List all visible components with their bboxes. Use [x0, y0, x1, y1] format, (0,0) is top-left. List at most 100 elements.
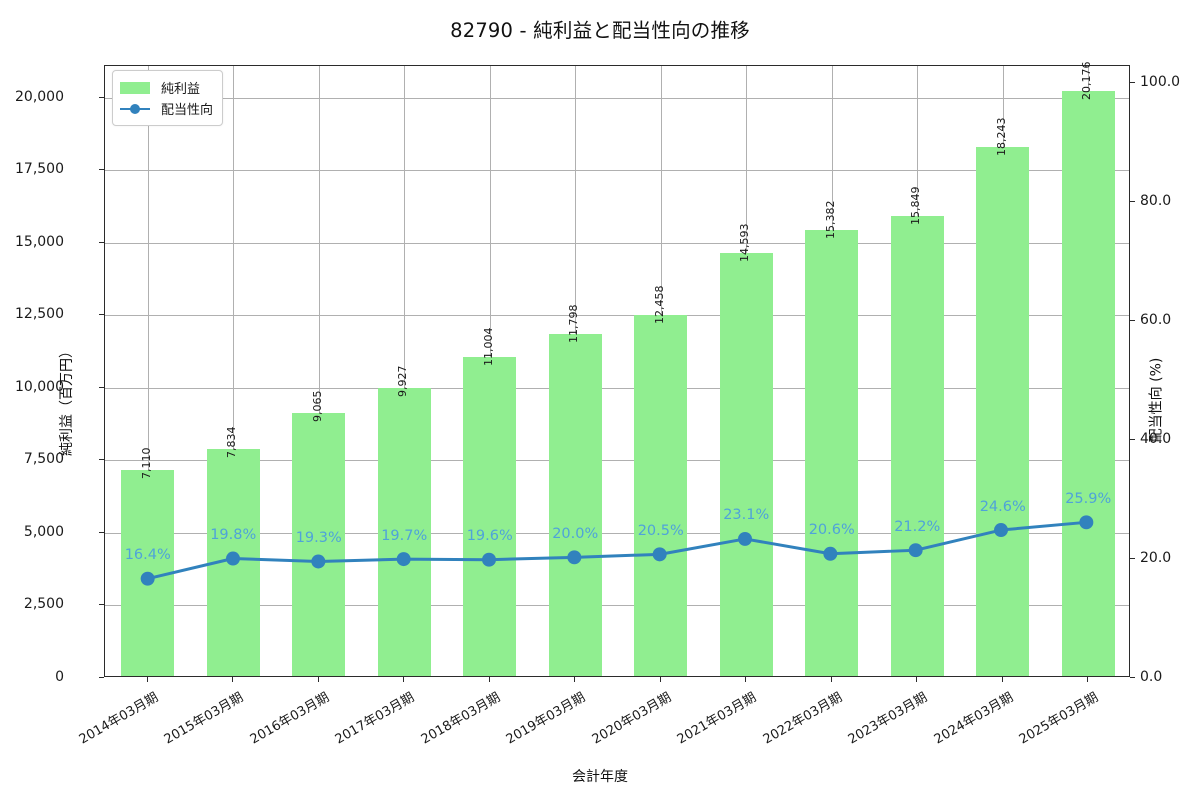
y-axis-left-tick-mark [99, 459, 104, 461]
x-axis-title: 会計年度 [572, 769, 628, 785]
bar-value-label: 7,110 [139, 447, 153, 479]
bar [976, 146, 1030, 676]
bar-value-label: 11,798 [567, 304, 581, 343]
bar [719, 252, 773, 676]
line-value-label: 24.6% [979, 498, 1026, 515]
x-axis-tick-mark [488, 677, 490, 682]
bar-value-label: 20,176 [1080, 61, 1094, 100]
y-axis-left-tick-label: 7,500 [23, 451, 64, 468]
gridline-horizontal [105, 460, 1129, 462]
y-axis-left-tick-mark [99, 169, 104, 171]
line-value-label: 20.0% [552, 525, 599, 542]
bar-value-label: 14,593 [738, 223, 752, 262]
legend-item-payout-ratio: 配当性向 [120, 98, 213, 119]
legend-label: 配当性向 [161, 103, 214, 118]
bar [121, 469, 175, 676]
legend: 純利益 配当性向 [112, 70, 224, 126]
bar-value-label: 18,243 [994, 117, 1008, 156]
y-axis-left-title: 純利益（百万円） [59, 344, 75, 456]
x-axis-tick-mark [1001, 677, 1003, 682]
line-value-label: 16.4% [124, 547, 171, 564]
page-title: 82790 - 純利益と配当性向の推移 [450, 19, 750, 42]
x-axis-tick-label: 2017年03月期 [333, 690, 418, 748]
x-axis-tick-mark [232, 677, 234, 682]
y-axis-right-tick-label: 20.0 [1140, 549, 1172, 566]
y-axis-left-tick-label: 15,000 [15, 233, 64, 250]
y-axis-left-tick-mark [99, 531, 104, 533]
x-axis-tick-label: 2021年03月期 [675, 690, 760, 748]
y-axis-left-tick-label: 0 [55, 669, 64, 685]
y-axis-right-tick-label: 0.0 [1140, 669, 1163, 685]
x-axis-tick-mark [317, 677, 319, 682]
x-axis-tick-label: 2024年03月期 [931, 690, 1016, 748]
gridline-vertical [404, 66, 406, 676]
y-axis-left-tick-mark [99, 314, 104, 316]
y-axis-right-tick-mark [1130, 438, 1135, 440]
line-value-label: 19.8% [210, 527, 257, 544]
gridline-horizontal [105, 315, 1129, 317]
y-axis-right-tick-label: 100.0 [1140, 73, 1181, 90]
line-value-label: 19.3% [295, 530, 342, 547]
y-axis-left-tick-mark [99, 386, 104, 388]
x-axis-tick-label: 2014年03月期 [76, 690, 161, 748]
y-axis-left-tick-label: 2,500 [23, 596, 64, 613]
y-axis-left-tick-mark [99, 677, 104, 678]
bar-value-label: 7,834 [225, 426, 239, 458]
bar-swatch-icon [120, 81, 150, 94]
x-axis-tick-mark [659, 677, 661, 682]
x-axis-tick-label: 2022年03月期 [760, 690, 845, 748]
gridline-horizontal [105, 170, 1129, 172]
y-axis-right-tick-label: 40.0 [1140, 430, 1172, 447]
y-axis-right-title: 配当性向 (%) [1148, 357, 1165, 443]
x-axis-tick-label: 2023年03月期 [846, 690, 931, 748]
bar-value-label: 15,849 [909, 186, 923, 226]
y-axis-right-tick-mark [1130, 319, 1135, 321]
x-axis-tick-mark [745, 677, 747, 682]
legend-label: 純利益 [161, 82, 201, 97]
bar-value-label: 9,065 [310, 390, 324, 423]
y-axis-left-tick-label: 20,000 [15, 88, 64, 105]
y-axis-left-tick-label: 5,000 [23, 523, 64, 540]
line-value-label: 19.6% [466, 528, 513, 545]
y-axis-right-tick-mark [1130, 200, 1135, 202]
y-axis-left-tick-label: 12,500 [15, 306, 64, 323]
line-value-label: 21.2% [894, 518, 941, 535]
y-axis-right-tick-mark [1130, 81, 1135, 83]
legend-item-net-income: 純利益 [120, 77, 213, 98]
y-axis-left-tick-mark [99, 604, 104, 606]
bar-value-label: 11,004 [481, 327, 495, 366]
bar [890, 216, 944, 676]
x-axis-tick-mark [916, 677, 918, 682]
bar [206, 448, 260, 676]
x-axis-tick-label: 2016年03月期 [247, 690, 332, 748]
plot-area: 7,110 7,834 9,065 9,927 11,004 11,798 12,458 14… [104, 61, 1130, 677]
bar [463, 356, 517, 676]
bar [548, 333, 602, 676]
gridline-vertical [233, 66, 235, 676]
line-value-label: 25.9% [1065, 490, 1112, 507]
bar [805, 229, 859, 676]
x-axis-tick-label: 2020年03月期 [589, 690, 674, 748]
y-axis-left-tick-mark [99, 96, 104, 98]
line-value-label: 19.7% [381, 527, 428, 544]
x-axis-tick-label: 2015年03月期 [162, 690, 247, 748]
gridline-vertical [318, 66, 320, 676]
gridline-horizontal [105, 242, 1129, 244]
y-axis-left-tick-label: 17,500 [15, 161, 64, 178]
x-axis-tick-mark [146, 677, 148, 682]
y-axis-right-tick-mark [1130, 557, 1135, 559]
line-marker-swatch-icon [120, 103, 150, 115]
bar [634, 314, 688, 676]
x-axis-tick-label: 2018年03月期 [418, 690, 503, 748]
bar [1061, 90, 1115, 676]
x-axis-tick-mark [574, 677, 576, 682]
y-axis-left-tick-mark [99, 241, 104, 243]
line-value-label: 23.1% [723, 507, 770, 524]
line-value-label: 20.5% [637, 522, 684, 539]
x-axis-tick-mark [1087, 677, 1089, 682]
gridline-vertical [147, 66, 149, 676]
y-axis-right-tick-label: 80.0 [1140, 192, 1172, 209]
gridline-horizontal [105, 387, 1129, 389]
x-axis-tick-label: 2025年03月期 [1017, 690, 1102, 748]
